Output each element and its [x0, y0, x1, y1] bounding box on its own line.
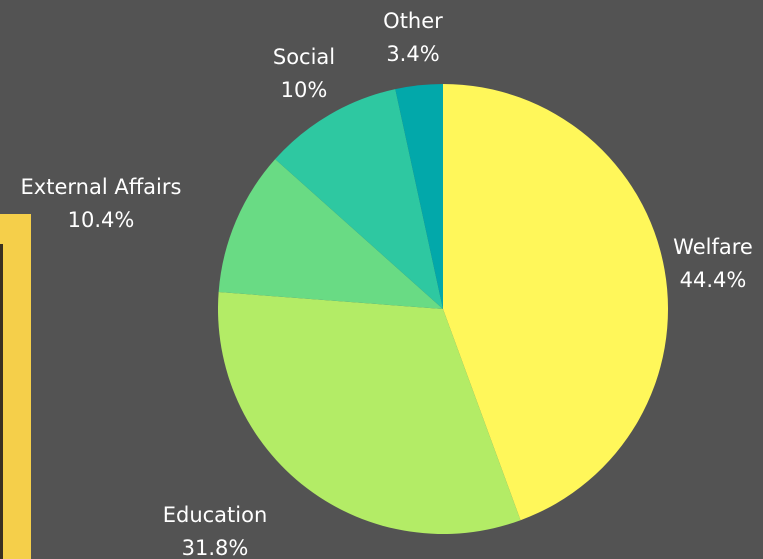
- slice-label-external-affairs: External Affairs: [21, 175, 182, 199]
- slice-label-education: Education: [163, 503, 268, 527]
- pie-slice-welfare: [443, 84, 669, 521]
- left-edge-photo-fragment: [0, 244, 3, 559]
- slice-label-welfare: Welfare: [673, 235, 753, 259]
- slice-value-education: 31.8%: [182, 536, 249, 559]
- pie-slice-social: [275, 89, 443, 309]
- slice-label-social: Social: [273, 45, 335, 69]
- slice-value-external-affairs: 10.4%: [68, 208, 135, 232]
- pie-slice-external-affairs: [218, 159, 443, 309]
- pie-slice-education: [218, 292, 521, 535]
- slice-label-other: Other: [383, 9, 443, 33]
- pie-slice-other: [395, 84, 443, 309]
- left-edge-strip: [0, 214, 31, 559]
- slice-value-social: 10%: [281, 78, 328, 102]
- slice-value-other: 3.4%: [386, 42, 439, 66]
- pie-labels: Welfare 44.4% Education 31.8% External Affai…: [21, 9, 753, 559]
- slice-value-welfare: 44.4%: [680, 268, 747, 292]
- pie-slices: [218, 84, 669, 535]
